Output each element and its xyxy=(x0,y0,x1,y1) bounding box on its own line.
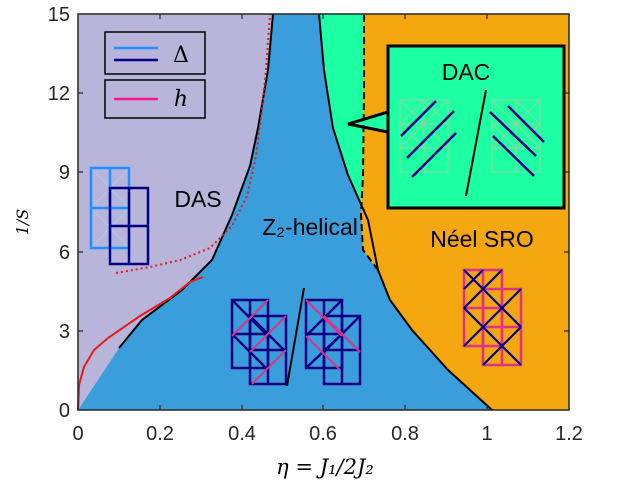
dac-lattice-right xyxy=(491,99,541,173)
boundary-dac-neel xyxy=(359,14,379,271)
x-axis-title: η = J₁/2J₂ xyxy=(276,455,374,479)
dac-bonds-left xyxy=(400,100,457,178)
dac-inset: DAC xyxy=(347,44,566,210)
das-lattice-icon xyxy=(89,166,150,266)
dac-inset-callout xyxy=(347,110,389,134)
x-tick-label: 0.2 xyxy=(146,423,174,445)
y-axis-title-text: 1/S xyxy=(13,209,32,236)
legend-label-h: h xyxy=(174,87,188,112)
legend-box-delta xyxy=(104,31,206,75)
z2-helical-lattice-icon xyxy=(230,287,362,387)
h-dotted xyxy=(115,13,271,274)
x-tick-label: 0.6 xyxy=(309,423,337,445)
y-tick-label: 6 xyxy=(59,242,70,264)
z2-helical-label: Z₂-helical xyxy=(262,214,358,240)
y-axis-title: 1/S xyxy=(13,209,32,236)
dac-divider xyxy=(465,89,487,197)
das-label: DAS xyxy=(174,186,221,212)
h-onset-solid xyxy=(77,276,204,411)
dac-inset-box xyxy=(386,44,566,210)
axis-ticks xyxy=(78,14,569,410)
neel-sro-label: Néel SRO xyxy=(430,226,534,252)
neel-lattice-icon xyxy=(462,268,523,367)
region-z2-helical xyxy=(78,14,492,410)
y-tick-labels: 0 3 6 9 12 15 xyxy=(48,4,70,422)
phase-boundaries xyxy=(77,13,493,411)
y-tick-label: 0 xyxy=(59,400,70,422)
legend-label-delta: Δ xyxy=(173,43,189,68)
x-tick-label: 0.8 xyxy=(391,423,419,445)
dac-bonds-right xyxy=(489,105,545,177)
region-dac xyxy=(319,14,378,270)
y-tick-label: 12 xyxy=(48,83,70,105)
z2-divider xyxy=(286,287,305,387)
x-tick-label: 0.4 xyxy=(228,423,256,445)
x-tick-label: 1 xyxy=(481,423,492,445)
boundary-z2-neel xyxy=(318,13,493,411)
legend: Δ h xyxy=(104,31,206,119)
x-tick-labels: 0 0.2 0.4 0.6 0.8 1 1.2 xyxy=(72,423,582,445)
y-tick-label: 3 xyxy=(59,321,70,343)
y-tick-label: 9 xyxy=(59,162,70,184)
dac-label: DAC xyxy=(442,59,491,85)
y-tick-label: 15 xyxy=(48,4,70,26)
region-labels: DAS Z₂-helical Néel SRO xyxy=(174,186,533,252)
x-tick-label: 0 xyxy=(72,423,83,445)
x-tick-label: 1.2 xyxy=(555,423,583,445)
